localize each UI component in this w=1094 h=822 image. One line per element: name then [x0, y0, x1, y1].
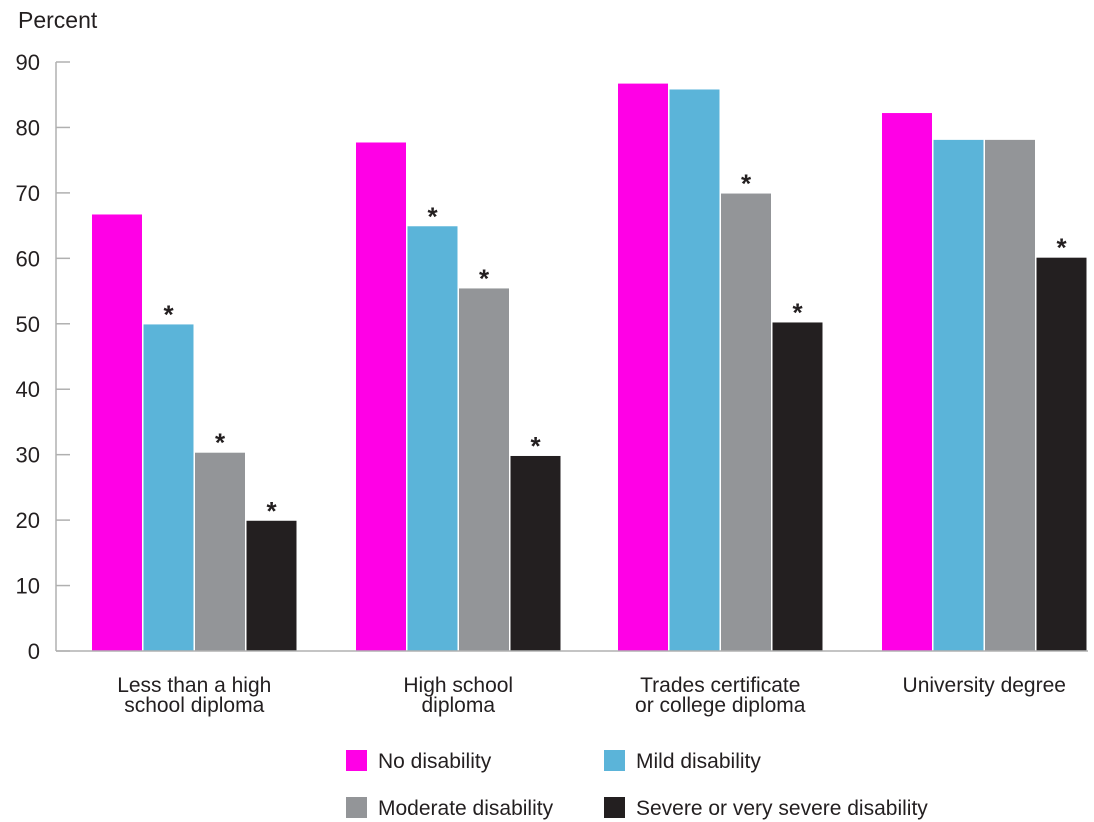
significance-marker: * — [427, 201, 438, 231]
y-tick-label: 50 — [16, 312, 40, 337]
y-tick-label: 20 — [16, 508, 40, 533]
legend-item: No disability — [346, 750, 492, 773]
bar — [92, 214, 142, 652]
x-category-label: High school diploma — [403, 674, 513, 717]
legend-swatch — [346, 797, 367, 818]
significance-marker: * — [266, 496, 277, 526]
legend: No disability Mild disability Moderate dis… — [346, 750, 928, 820]
significance-marker: * — [215, 428, 226, 458]
y-tick-label: 90 — [16, 50, 40, 75]
legend-item: Mild disability — [604, 750, 761, 773]
y-tick-label: 60 — [16, 246, 40, 271]
x-axis: Less than a high school diploma High schoo… — [56, 650, 1088, 717]
bar — [195, 452, 245, 651]
legend-item: Moderate disability — [346, 797, 554, 820]
bar — [143, 324, 194, 651]
significance-marker: * — [163, 299, 174, 329]
bar — [721, 193, 771, 651]
legend-swatch — [604, 750, 625, 771]
y-tick-label: 10 — [16, 574, 40, 599]
y-tick-label: 70 — [16, 181, 40, 206]
bar — [882, 113, 932, 651]
legend-label: Moderate disability — [378, 797, 554, 820]
bar — [510, 455, 561, 651]
y-tick-label: 80 — [16, 115, 40, 140]
legend-label: No disability — [378, 750, 492, 773]
x-category-label: Less than a high school diploma — [117, 674, 271, 717]
bar — [356, 142, 406, 651]
y-tick-label: 30 — [16, 443, 40, 468]
bar — [985, 139, 1035, 651]
y-tick-label: 0 — [28, 639, 40, 664]
bar — [618, 83, 668, 651]
bar — [933, 139, 984, 651]
legend-label: Mild disability — [636, 750, 761, 773]
significance-marker: * — [479, 263, 490, 293]
x-category-label: University degree — [903, 674, 1066, 697]
significance-marker: * — [1056, 233, 1067, 263]
bar — [1036, 257, 1087, 651]
y-axis-title: Percent — [18, 7, 98, 33]
bar — [246, 520, 297, 651]
legend-swatch — [604, 797, 625, 818]
bars: * * * * * * * * * — [92, 83, 1087, 652]
significance-marker: * — [792, 297, 803, 327]
y-tick-label: 40 — [16, 377, 40, 402]
bar — [669, 89, 720, 651]
significance-marker: * — [530, 431, 541, 461]
bar — [459, 288, 509, 651]
bar — [772, 322, 823, 651]
bar — [407, 226, 458, 651]
legend-swatch — [346, 750, 367, 771]
significance-marker: * — [741, 169, 752, 199]
x-category-label: Trades certificate or college diploma — [635, 674, 806, 717]
legend-label: Severe or very severe disability — [636, 797, 928, 820]
y-axis: 0 10 20 30 40 50 60 70 80 90 — [16, 50, 70, 664]
legend-item: Severe or very severe disability — [604, 797, 928, 820]
